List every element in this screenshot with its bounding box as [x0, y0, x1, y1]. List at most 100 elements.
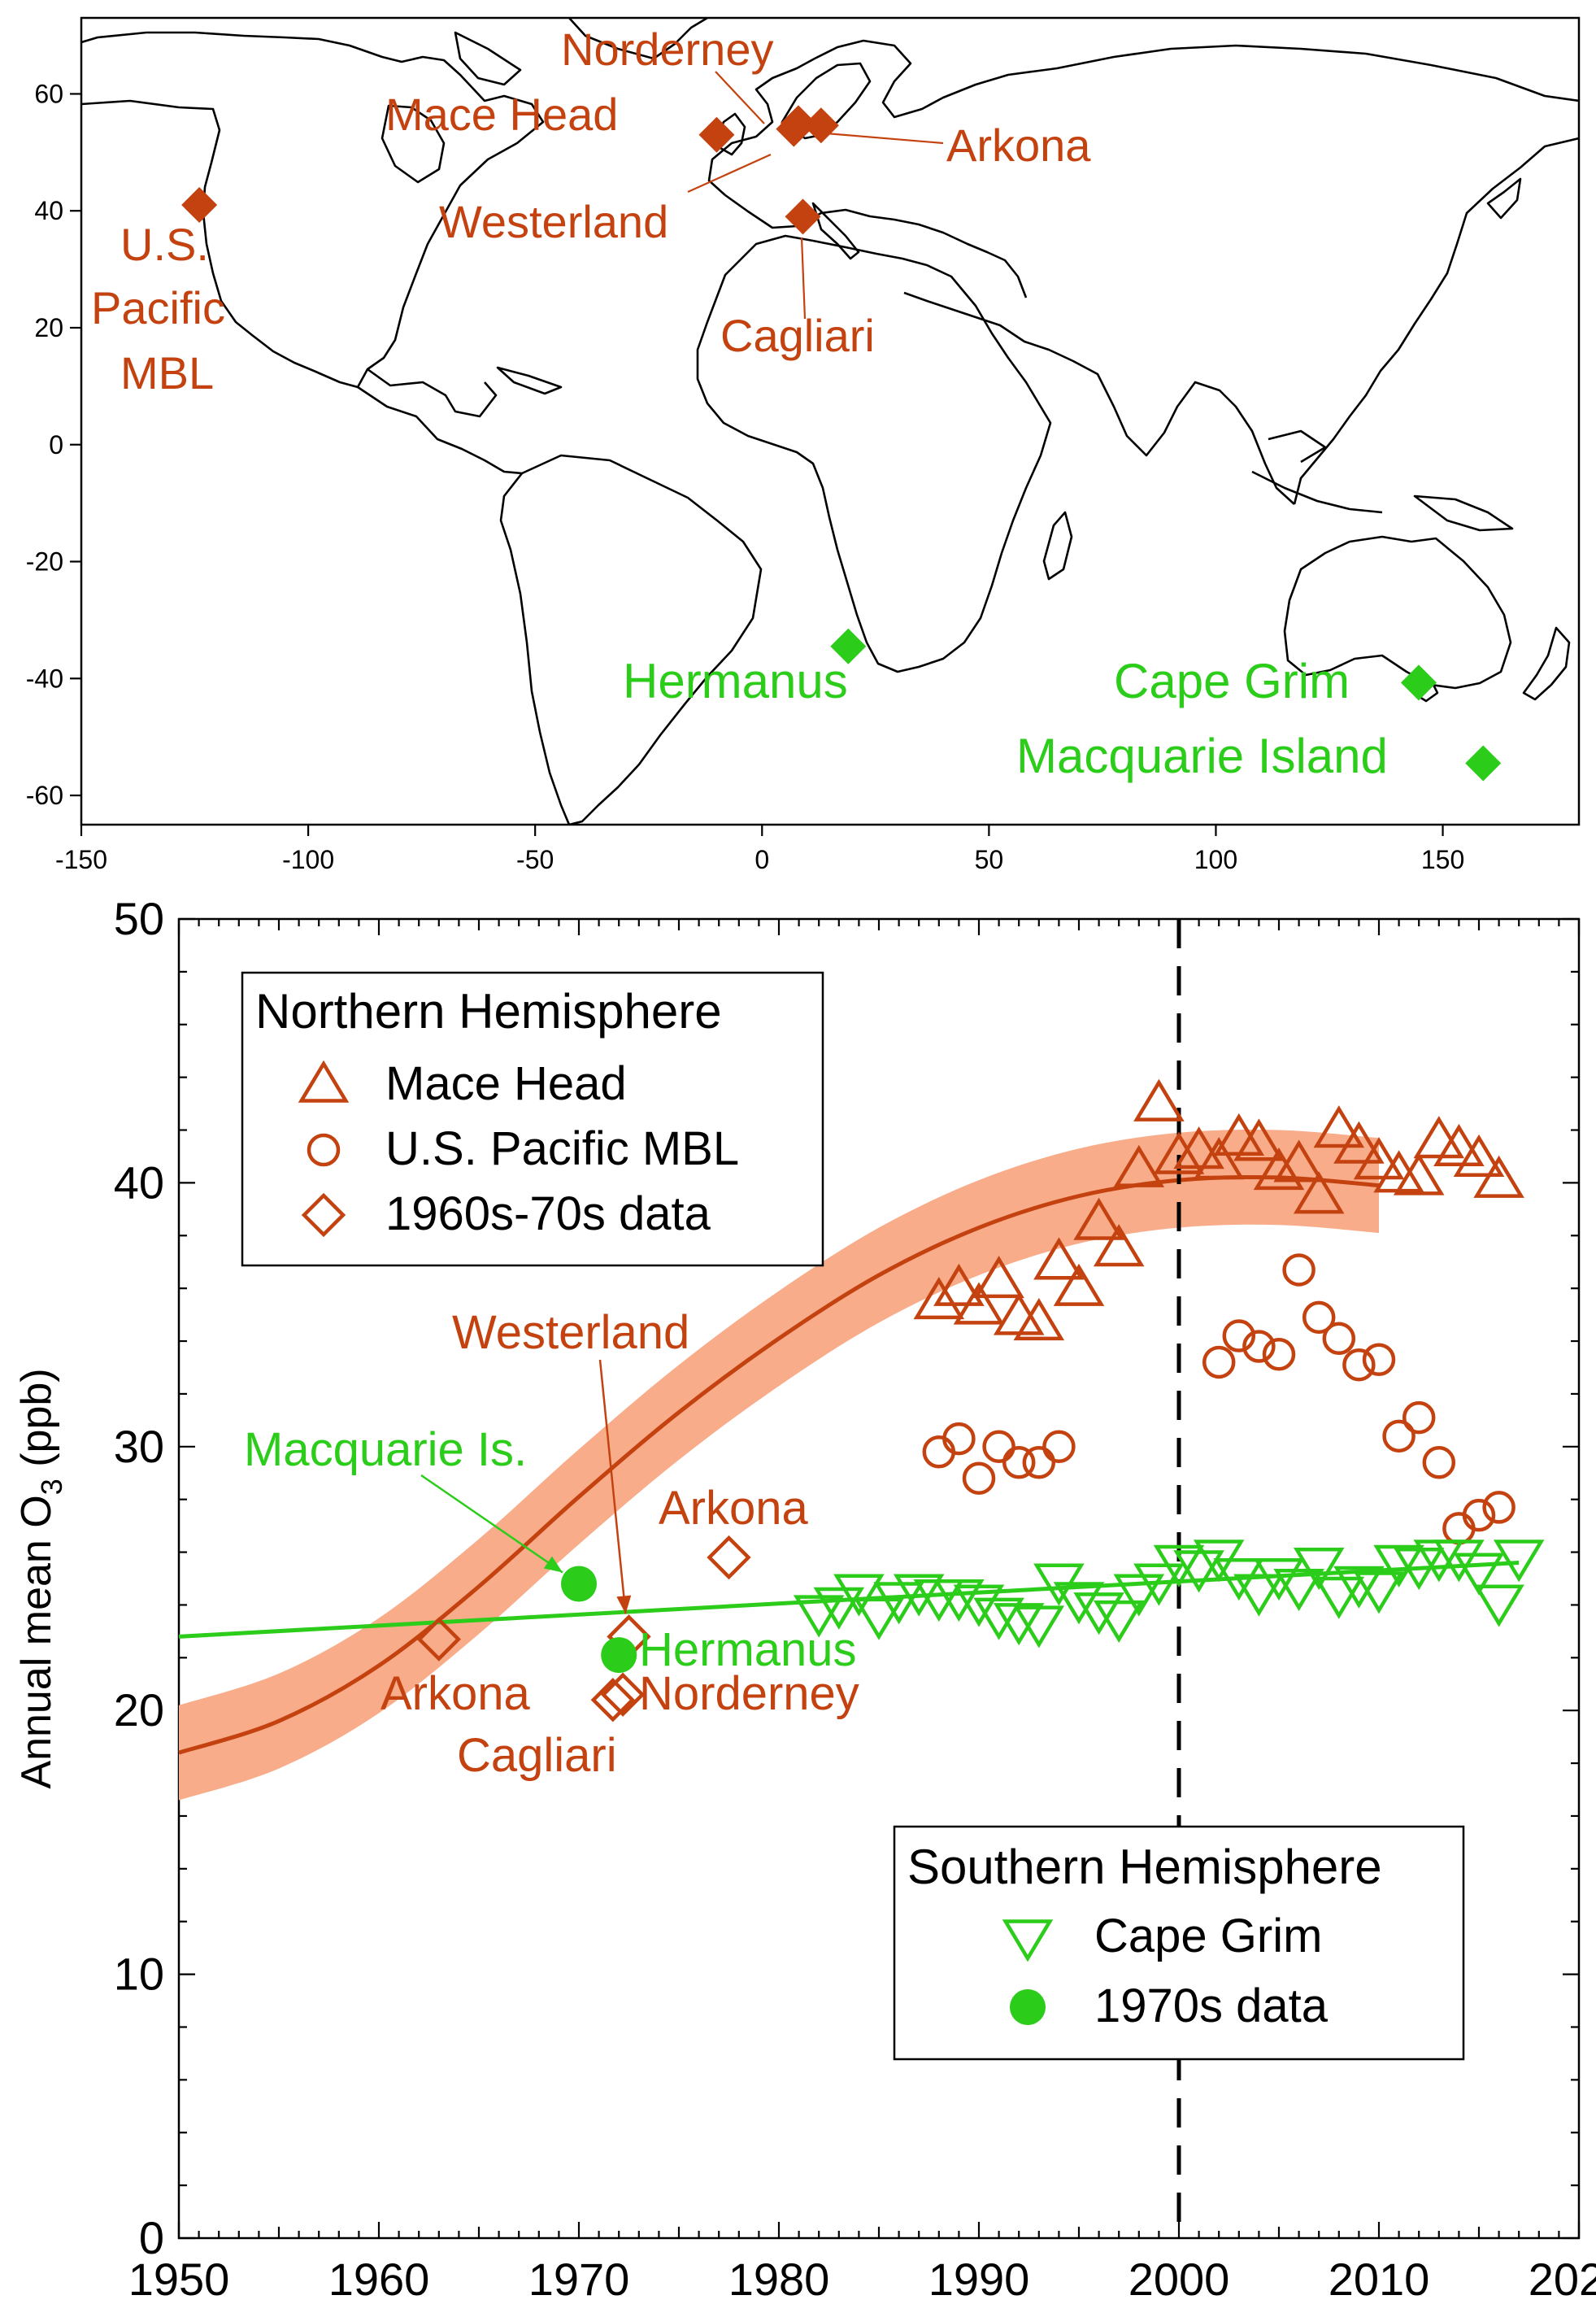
y-tick-label: 0 — [139, 2212, 164, 2263]
data-point — [833, 1574, 885, 1617]
data-point — [1422, 1446, 1456, 1479]
y-tick-label: 50 — [114, 893, 164, 944]
data-point — [1173, 1550, 1224, 1593]
legend-nh-markers — [298, 1060, 350, 1238]
label-norderney: Norderney — [561, 24, 773, 75]
y-tick-label: 20 — [114, 1684, 164, 1736]
label-macquarie-island: Macquarie Island — [1016, 729, 1388, 783]
map-y-tick-label: -60 — [26, 781, 63, 810]
label-us-pacific-3: MBL — [120, 347, 214, 399]
data-point — [1233, 1574, 1285, 1617]
coast-australia — [1283, 535, 1512, 690]
data-point — [561, 1566, 597, 1602]
map-panel: -150 -100 -50 0 50 100 150 -60 -40 -20 0 20 40 60 Nor… — [26, 16, 1581, 874]
y-tick-label: 40 — [114, 1156, 164, 1208]
annot-hermanus: Hermanus — [639, 1623, 857, 1676]
series-mace-head — [913, 1078, 1524, 1341]
map-leader-lines — [687, 71, 944, 320]
coast-new-guinea — [1413, 494, 1514, 532]
coast-central-america — [357, 385, 523, 475]
data-point — [1362, 1343, 1396, 1376]
data-point — [1202, 1345, 1236, 1379]
y-axis-label: Annual mean O3 (ppb) — [13, 1368, 68, 1788]
data-point — [982, 1430, 1015, 1464]
data-point — [601, 1637, 637, 1674]
data-point — [1342, 1348, 1376, 1382]
map-axes: -150 -100 -50 0 50 100 150 -60 -40 -20 0 20 40 60 — [26, 79, 1464, 874]
data-point — [1013, 1297, 1065, 1341]
data-point — [993, 1292, 1045, 1335]
data-point — [1253, 1558, 1305, 1601]
coast-greenland — [568, 18, 708, 60]
data-point — [1042, 1430, 1076, 1464]
data-point — [913, 1277, 965, 1320]
coast-africa — [696, 234, 1052, 673]
annot-norderney: Norderney — [639, 1667, 859, 1720]
data-point — [1073, 1592, 1124, 1635]
map-x-tick-label: -100 — [282, 845, 334, 874]
station-marker — [780, 105, 816, 142]
x-tick-label: 1970 — [528, 2254, 630, 2305]
data-point — [962, 1461, 996, 1495]
map-frame — [80, 16, 1581, 826]
data-point — [1313, 1576, 1365, 1619]
annot-arkona-1977: Arkona — [659, 1482, 809, 1535]
data-point — [1413, 1116, 1465, 1159]
coast-new-zealand — [1522, 626, 1571, 701]
series-cape-grim — [793, 1540, 1545, 1648]
map-y-tick-label: 0 — [49, 430, 63, 459]
y-tick-label: 30 — [114, 1421, 164, 1472]
data-point — [973, 1597, 1024, 1640]
legend-sh-markers — [1002, 1919, 1054, 2025]
coast-baffin — [454, 31, 522, 86]
data-point — [1073, 1197, 1124, 1240]
coast-indonesia — [1251, 429, 1383, 514]
data-point — [1133, 1078, 1185, 1121]
data-point — [1133, 1563, 1185, 1606]
series-1970s-data — [561, 1566, 637, 1674]
data-point — [933, 1263, 985, 1306]
map-labels: Norderney Mace Head Arkona Westerland U.… — [91, 24, 1388, 783]
data-point — [813, 1587, 865, 1630]
data-point — [953, 1584, 1005, 1627]
map-x-tick-label: 0 — [755, 845, 769, 874]
label-hermanus-map: Hermanus — [623, 654, 848, 708]
legend-sh-title: Southern Hemisphere — [907, 1840, 1382, 1894]
legend-marker-mace-head — [298, 1060, 350, 1103]
data-point — [1453, 1134, 1505, 1177]
data-point — [1253, 1148, 1305, 1191]
legend-sh-item-cape-grim: Cape Grim — [1094, 1910, 1322, 1962]
coast-japan — [1486, 177, 1522, 220]
data-point — [973, 1256, 1024, 1299]
data-point — [1353, 1571, 1405, 1614]
coast-asia-east — [1293, 137, 1579, 505]
data-point — [1473, 1584, 1524, 1627]
data-point — [1053, 1582, 1105, 1625]
coast-gulf — [367, 368, 498, 418]
coast-mediterranean — [724, 194, 1028, 298]
map-x-tick-label: 150 — [1421, 845, 1464, 874]
map-y-tick-label: 20 — [34, 313, 63, 342]
data-point — [600, 1672, 646, 1717]
data-point — [1113, 1574, 1165, 1617]
data-point — [873, 1582, 924, 1625]
legend-marker-1970s — [1010, 1989, 1046, 2025]
map-y-tick-label: -20 — [26, 547, 63, 577]
data-point — [1333, 1121, 1385, 1164]
label-mace-head: Mace Head — [385, 89, 618, 140]
annot-cagliari: Cagliari — [457, 1729, 617, 1782]
legend-nh-item-mace-head: Mace Head — [385, 1057, 627, 1110]
legend-sh-item-1970s: 1970s data — [1094, 1979, 1329, 2032]
series-u-s-pacific-mbl — [922, 1253, 1516, 1545]
x-tick-label: 1950 — [128, 2254, 230, 2305]
data-point — [1113, 1144, 1165, 1187]
map-coastlines — [81, 18, 1579, 825]
annot-macquarie: Macquarie Is. — [244, 1423, 527, 1476]
data-point — [1273, 1139, 1324, 1182]
data-point — [1033, 1237, 1085, 1280]
data-point — [953, 1282, 1005, 1325]
data-point — [1473, 1155, 1524, 1198]
